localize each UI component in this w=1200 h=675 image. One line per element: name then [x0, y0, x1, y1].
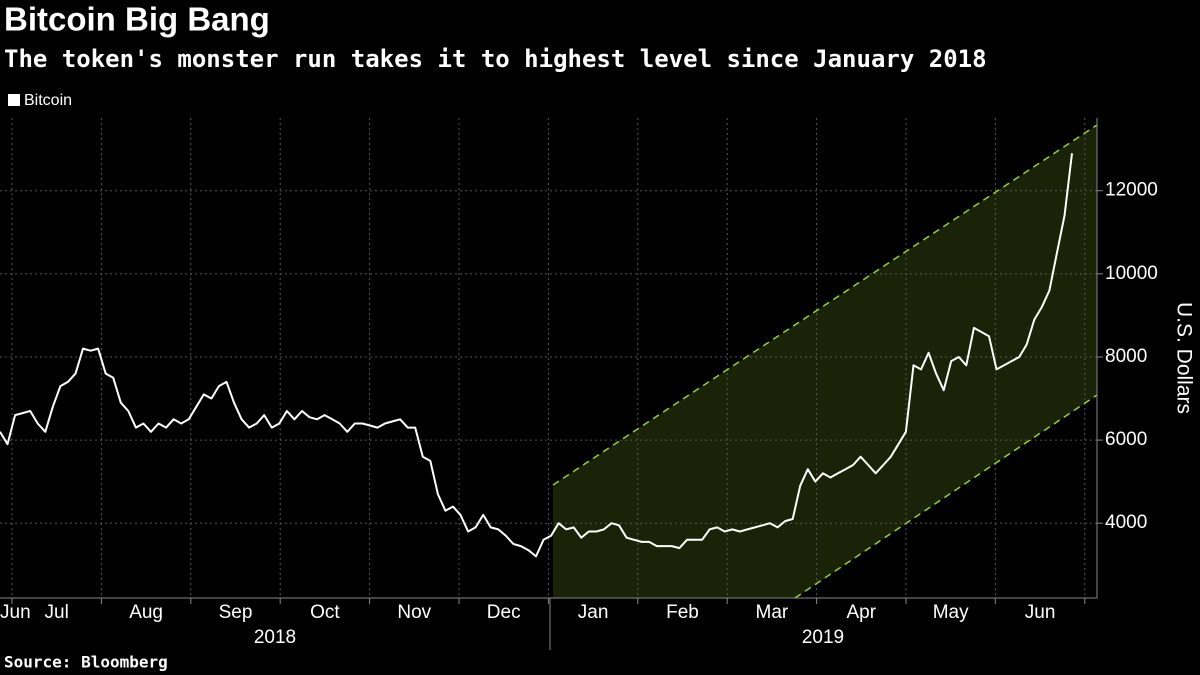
y-tick-label: 12000	[1105, 180, 1158, 201]
x-tick-label: Jun	[1025, 602, 1056, 623]
legend-label: Bitcoin	[24, 92, 72, 109]
series-line	[0, 153, 1073, 558]
x-tick-label: Apr	[847, 602, 877, 623]
x-tick-label: Jan	[578, 602, 609, 623]
y-tick-label: 6000	[1105, 429, 1147, 450]
x-tick-label: Jun	[0, 602, 31, 623]
x-tick-label: Aug	[129, 602, 163, 623]
source: Source: Bloomberg	[4, 653, 168, 672]
x-tick-label: Jul	[45, 602, 69, 623]
x-tick-label: Oct	[310, 602, 340, 623]
chart-title: Bitcoin Big Bang	[4, 1, 270, 38]
x-tick-label: Nov	[397, 602, 431, 623]
x-tick-label: Feb	[666, 602, 699, 623]
channel-upper	[552, 124, 1098, 486]
y-tick-label: 4000	[1105, 512, 1147, 533]
y-tick-label: 8000	[1105, 346, 1147, 367]
x-tick-label: Sep	[219, 602, 253, 623]
y-tick-label: 10000	[1105, 263, 1158, 284]
trend-channel	[553, 125, 1097, 598]
chart-subtitle: The token's monster run takes it to high…	[4, 45, 987, 73]
legend-swatch	[8, 94, 20, 106]
x-tick-label: Mar	[756, 602, 789, 623]
x-tick-label: Dec	[487, 602, 521, 623]
year-label: 2018	[254, 627, 296, 648]
y-axis-label: U.S. Dollars	[1172, 302, 1195, 414]
x-tick-label: May	[933, 602, 969, 623]
channel-lower	[794, 394, 1098, 599]
year-label: 2019	[802, 627, 844, 648]
